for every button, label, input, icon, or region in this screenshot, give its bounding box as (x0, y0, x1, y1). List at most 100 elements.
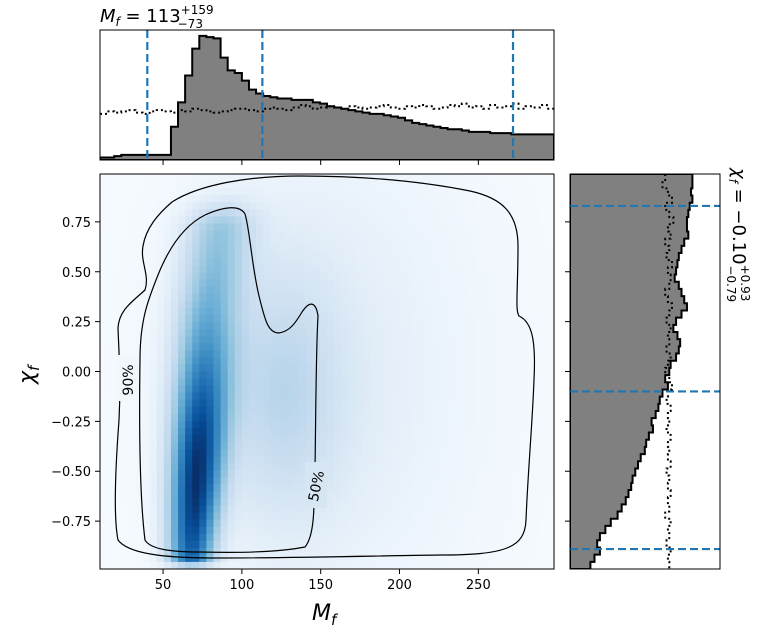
density-cell (334, 258, 342, 267)
density-cell (256, 449, 264, 457)
density-cell (440, 406, 449, 415)
density-cell (433, 505, 442, 514)
density-cell (100, 519, 108, 528)
density-cell (277, 554, 286, 563)
density-cell (447, 265, 456, 274)
density-cell (440, 449, 449, 457)
density-cell (185, 336, 193, 344)
density-cell (234, 272, 243, 281)
density-cell (170, 343, 179, 351)
density-cell (397, 343, 406, 351)
density-cell (518, 286, 527, 295)
density-cell (291, 357, 300, 366)
density-cell (376, 413, 385, 422)
density-cell (546, 470, 554, 478)
density-cell (490, 427, 498, 436)
density-cell (447, 385, 456, 394)
density-cell (291, 413, 300, 422)
density-cell (192, 561, 200, 569)
density-cell (100, 272, 108, 281)
density-cell (185, 279, 193, 288)
density-cell (263, 498, 271, 507)
density-cell (107, 392, 115, 401)
density-cell (327, 343, 335, 351)
density-cell (490, 470, 498, 478)
density-cell (539, 512, 548, 521)
density-cell (227, 350, 236, 358)
density-cell (362, 357, 371, 366)
density-cell (227, 505, 236, 514)
density-cell (390, 526, 399, 535)
density-cell (390, 329, 399, 337)
density-cell (234, 512, 243, 521)
density-cell (170, 427, 179, 436)
density-cell (511, 420, 520, 429)
density-cell (405, 512, 413, 521)
density-cell (206, 272, 215, 281)
density-cell (468, 329, 477, 337)
density-cell (341, 463, 349, 471)
density-cell (149, 554, 158, 563)
density-cell (319, 336, 328, 344)
density-cell (419, 300, 427, 309)
density-cell (128, 442, 137, 450)
density-cell (412, 286, 420, 295)
density-cell (447, 279, 456, 288)
density-cell (277, 350, 286, 358)
density-cell (170, 364, 179, 373)
density-cell (348, 526, 356, 535)
density-cell (121, 547, 129, 556)
density-cell (284, 484, 293, 493)
density-cell (192, 364, 200, 373)
density-cell (369, 484, 378, 493)
density-cell (468, 526, 477, 535)
density-cell (213, 406, 222, 415)
density-cell (206, 456, 215, 464)
density-cell (156, 413, 165, 422)
density-cell (178, 463, 186, 471)
density-cell (142, 547, 151, 556)
density-cell (100, 540, 108, 549)
joint-density-panel: 90% 50% 50 100 150 200 2500.750.500.250.00−0… (15, 173, 555, 629)
density-cell (497, 371, 505, 380)
density-cell (227, 364, 236, 373)
density-cell (412, 251, 420, 260)
density-cell (142, 554, 151, 563)
density-cell (277, 456, 286, 464)
density-cell (539, 470, 548, 478)
density-cell (539, 413, 548, 422)
density-cell (100, 230, 108, 239)
density-cell (284, 244, 293, 253)
density-cell (142, 357, 151, 366)
density-cell (135, 258, 144, 267)
density-cell (312, 230, 321, 239)
density-cell (376, 357, 385, 366)
density-cell (156, 561, 165, 569)
density-cell (525, 547, 534, 556)
density-cell (121, 188, 129, 196)
density-cell (412, 265, 420, 274)
density-cell (277, 505, 286, 514)
density-cell (383, 533, 392, 542)
density-cell (206, 357, 215, 366)
density-cell (419, 385, 427, 394)
density-cell (284, 230, 293, 239)
density-cell (433, 272, 442, 281)
density-cell (334, 174, 342, 182)
density-cell (100, 470, 108, 478)
density-cell (178, 378, 186, 387)
density-cell (405, 350, 413, 358)
density-cell (100, 336, 108, 344)
density-cell (234, 181, 243, 189)
density-cell (234, 561, 243, 569)
density-cell (312, 519, 321, 528)
density-cell (100, 174, 108, 182)
density-cell (504, 174, 513, 182)
density-cell (483, 286, 491, 295)
density-cell (468, 202, 477, 210)
density-cell (156, 286, 165, 295)
density-cell (220, 329, 229, 337)
density-cell (284, 442, 293, 450)
density-cell (405, 202, 413, 210)
density-cell (475, 561, 484, 569)
